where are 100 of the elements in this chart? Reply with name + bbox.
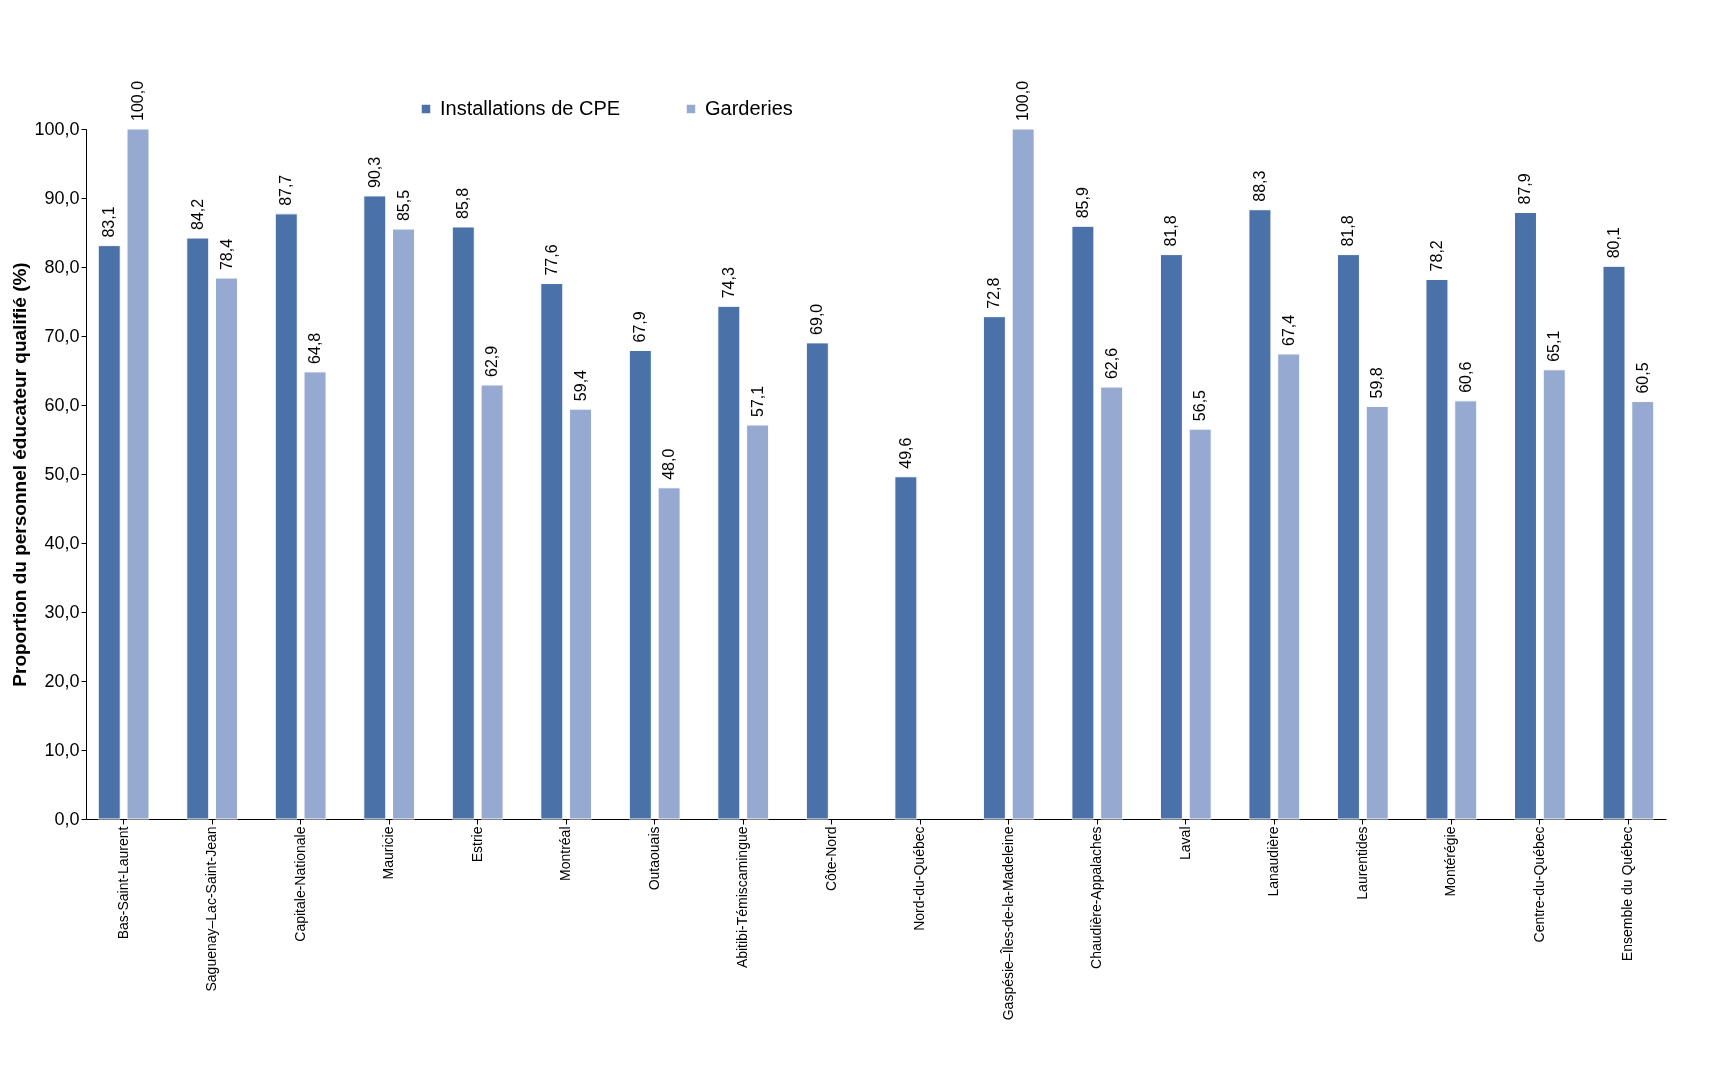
y-tick-label: 100,0 xyxy=(34,118,80,139)
x-tick-label: Montréal xyxy=(557,826,574,881)
x-tick-label: Abitibi-Témiscamingue xyxy=(734,826,751,969)
x-tick-label: Ensemble du Québec xyxy=(1619,826,1636,962)
data-label: 65,1 xyxy=(1545,330,1563,362)
legend-label: Installations de CPE xyxy=(440,97,621,119)
bar xyxy=(363,195,387,820)
x-tick-label: Chaudière-Appalaches xyxy=(1088,826,1105,969)
bar xyxy=(657,487,681,820)
bar xyxy=(1100,386,1124,820)
y-tick-label: 40,0 xyxy=(44,532,80,553)
bar xyxy=(451,226,475,820)
bar xyxy=(1602,265,1626,820)
data-label: 100,0 xyxy=(1014,80,1032,121)
y-tick-label: 50,0 xyxy=(44,463,80,484)
bar xyxy=(1425,278,1449,820)
bar xyxy=(746,424,770,820)
y-tick-label: 70,0 xyxy=(44,325,80,346)
x-tick-label: Mauricie xyxy=(380,826,397,880)
y-axis-title: Proportion du personnel éducateur qualifié (%) xyxy=(9,262,31,687)
data-label: 57,1 xyxy=(748,385,766,418)
data-label: 62,6 xyxy=(1102,347,1120,380)
data-label: 80,1 xyxy=(1605,227,1622,259)
x-tick-label: Laval xyxy=(1176,826,1193,860)
y-tick-label: 0,0 xyxy=(54,808,80,829)
data-label: 100,0 xyxy=(129,80,146,121)
data-label: 78,2 xyxy=(1427,240,1445,272)
data-label: 69,0 xyxy=(808,303,826,335)
x-tick-label: Nord-du-Québec xyxy=(911,826,928,931)
data-label: 62,9 xyxy=(483,345,501,377)
x-tick-label: Lanaudière xyxy=(1265,826,1282,897)
legend-label: Garderies xyxy=(705,97,793,119)
data-label: 81,8 xyxy=(1162,215,1180,247)
data-label: 90,3 xyxy=(365,156,383,188)
y-tick-label: 30,0 xyxy=(44,601,80,622)
x-tick-label: Saguenay–Lac-Saint-Jean xyxy=(203,826,220,992)
data-label: 83,1 xyxy=(100,206,118,238)
bar xyxy=(97,245,121,820)
bar xyxy=(1336,254,1360,820)
bar xyxy=(569,408,593,820)
y-tick-label: 20,0 xyxy=(44,670,80,691)
data-label: 67,4 xyxy=(1279,314,1297,346)
data-label: 56,5 xyxy=(1191,389,1209,422)
x-tick-label: Montérégie xyxy=(1442,826,1459,897)
bar xyxy=(392,228,416,820)
data-label: 60,6 xyxy=(1456,361,1474,393)
y-tick-label: 10,0 xyxy=(44,739,80,760)
bar xyxy=(1071,225,1095,820)
data-label: 67,9 xyxy=(631,311,649,343)
bar xyxy=(1277,353,1301,820)
data-label: 48,0 xyxy=(660,448,678,480)
data-label: 59,8 xyxy=(1368,367,1386,399)
bar xyxy=(1631,401,1655,820)
data-label: 88,3 xyxy=(1250,170,1268,202)
bar xyxy=(1542,369,1566,820)
data-label: 85,8 xyxy=(454,187,472,219)
bar xyxy=(480,384,504,820)
data-label: 81,8 xyxy=(1339,215,1357,247)
bar xyxy=(303,371,327,820)
bar xyxy=(894,476,918,820)
y-tick-label: 60,0 xyxy=(44,394,80,415)
y-tick-label: 90,0 xyxy=(44,187,80,208)
data-label: 87,7 xyxy=(277,174,295,206)
x-tick-label: Bas-Saint-Laurent xyxy=(114,826,131,940)
bar xyxy=(1188,428,1212,820)
bar xyxy=(540,283,564,820)
bar xyxy=(215,277,239,820)
y-tick-label: 80,0 xyxy=(44,256,80,277)
bar xyxy=(1365,405,1389,820)
bar xyxy=(628,349,652,820)
data-label: 60,5 xyxy=(1633,362,1651,394)
data-label: 84,2 xyxy=(188,198,206,231)
bar xyxy=(274,213,298,820)
bar xyxy=(1248,209,1272,820)
bar xyxy=(126,128,150,820)
data-label: 87,9 xyxy=(1516,173,1534,205)
data-label: 74,3 xyxy=(719,267,737,299)
data-label: 77,6 xyxy=(542,244,560,276)
bar xyxy=(717,305,741,820)
data-label: 85,9 xyxy=(1073,187,1091,219)
bar xyxy=(1454,400,1478,820)
x-tick-label: Gaspésie–Îles-de-la-Madeleine xyxy=(999,826,1016,1021)
bar xyxy=(186,237,210,820)
data-label: 64,8 xyxy=(306,332,324,364)
x-tick-label: Centre-du-Québec xyxy=(1530,826,1547,943)
x-tick-label: Laurentides xyxy=(1353,826,1370,900)
bar xyxy=(805,342,829,820)
data-label: 49,6 xyxy=(896,437,914,469)
x-tick-label: Côte-Nord xyxy=(822,826,839,892)
bar xyxy=(1513,211,1537,820)
bar xyxy=(1159,254,1183,820)
x-tick-label: Estrie xyxy=(468,826,485,863)
data-label: 78,4 xyxy=(217,238,235,271)
x-tick-label: Outaouais xyxy=(645,826,662,891)
data-label: 59,4 xyxy=(571,369,589,402)
data-label: 72,8 xyxy=(985,277,1003,309)
x-tick-label: Capitale-Nationale xyxy=(291,826,308,942)
data-label: 85,5 xyxy=(394,189,412,222)
bar xyxy=(1011,128,1035,820)
bar xyxy=(982,316,1006,820)
